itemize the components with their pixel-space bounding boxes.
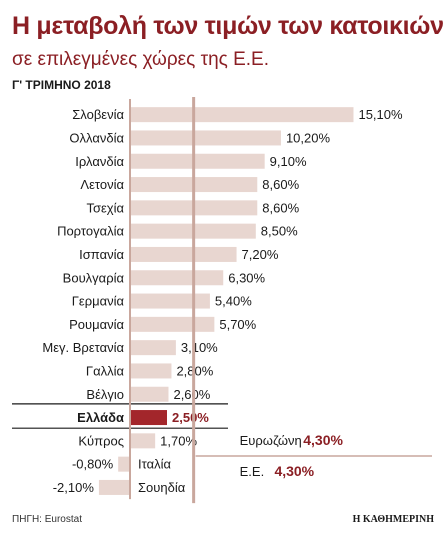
value-label: 8,50% [261,224,298,239]
category-label: Σλοβενία [72,107,124,122]
value-label: -0,80% [72,457,114,472]
bar-12 [130,363,172,379]
value-label: 15,10% [358,107,403,122]
bar-1 [130,107,354,123]
annotation-label: Ε.Ε. [240,464,265,479]
period-label: Γ' ΤΡΙΜΗΝΟ 2018 [12,78,111,92]
annotation-value: 4,30% [274,463,314,479]
value-label: -2,10% [53,480,95,495]
bar-14 [130,410,167,426]
value-label: 10,20% [286,130,331,145]
bar-17 [98,479,130,495]
bar-7 [130,246,237,262]
value-label: 8,60% [262,200,299,215]
bar-15 [130,433,156,449]
value-label: 6,30% [228,270,265,285]
category-label: Βέλγιο [86,387,124,402]
category-label: Λετονία [80,177,124,192]
source-note: ΠΗΓΗ: Eurostat [12,514,82,525]
value-label: 9,10% [270,154,307,169]
category-label: Κύπρος [78,433,124,448]
value-label: 2,60% [173,387,210,402]
category-label: Πορτογαλία [57,224,124,239]
value-label: 1,70% [160,433,197,448]
category-label: Γερμανία [72,294,125,309]
bar-10 [130,316,215,332]
bar-8 [130,270,224,286]
chart-title: Η μεταβολή των τιμών των κατοικιών [12,12,444,40]
category-label: Ολλανδία [69,130,124,145]
bar-11 [130,340,176,356]
annotation-value: 4,30% [303,432,343,448]
value-label: 7,20% [242,247,279,262]
category-label: Γαλλία [86,363,125,378]
value-label: 5,70% [219,317,256,332]
bar-chart: Σλοβενία 15,10% Ολλανδία 10,20% Ιρλανδία 9,10… [12,97,432,504]
category-label: Βουλγαρία [63,270,125,285]
bar-9 [130,293,210,309]
bar-16 [118,456,130,472]
category-label: Σουηδία [138,480,186,495]
publisher-logo: Η ΚΑΘΗΜΕΡΙΝΗ [352,514,434,525]
category-label: Ελλάδα [77,410,124,425]
value-label: 3,10% [181,340,218,355]
value-label: 2,50% [172,410,209,425]
category-label: Μεγ. Βρετανία [42,340,124,355]
value-label: 8,60% [262,177,299,192]
category-label: Ιταλία [138,457,171,472]
category-label: Ρουμανία [69,317,124,332]
category-label: Ισπανία [79,247,124,262]
category-label: Ιρλανδία [75,154,124,169]
value-label: 5,40% [215,294,252,309]
bar-3 [130,153,265,169]
category-label: Τσεχία [86,200,124,215]
bar-2 [130,130,281,146]
chart-subtitle: σε επιλεγμένες χώρες της Ε.Ε. [12,49,269,70]
annotation-label: Ευρωζώνη [240,433,302,448]
bar-13 [130,386,169,402]
